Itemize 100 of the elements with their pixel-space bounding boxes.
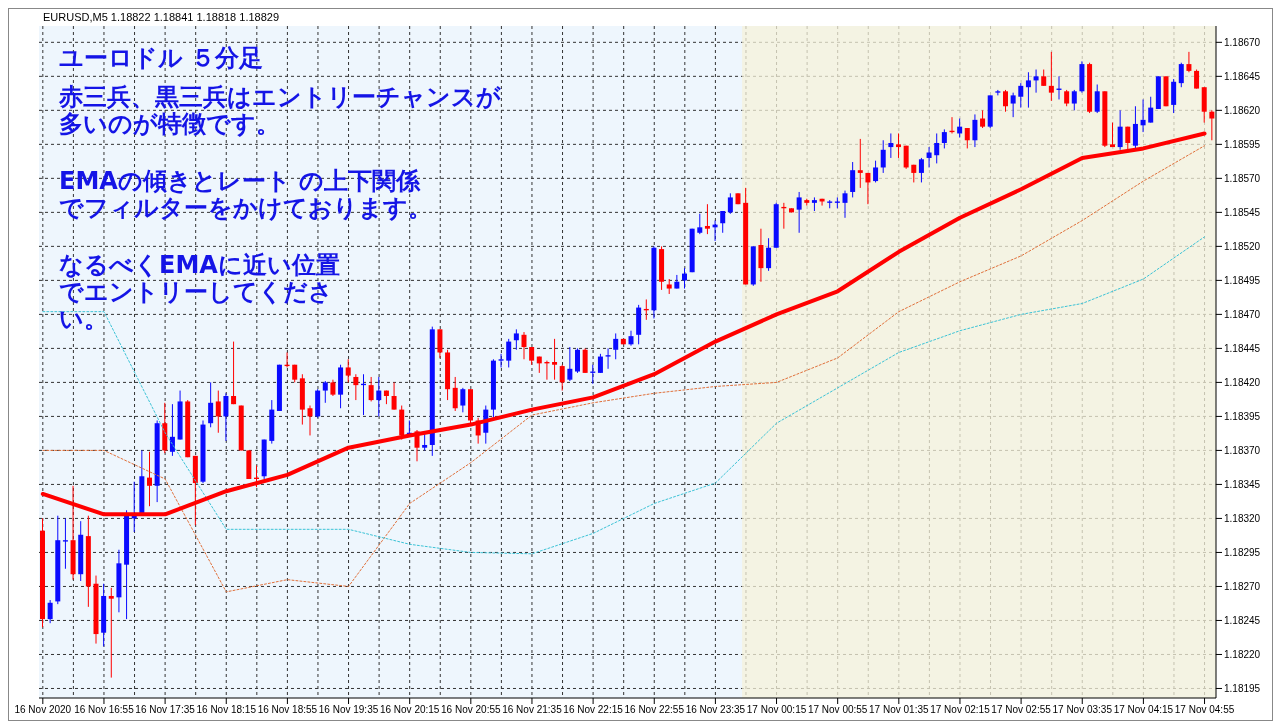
candlestick [1117,109,1123,151]
candlestick [1018,82,1024,109]
candlestick [1178,62,1184,88]
y-tick-label: 1.18495 [1224,274,1261,286]
candlestick [307,405,313,436]
candlestick [322,380,328,404]
candlestick [437,328,443,359]
y-tick-label: 1.18195 [1224,683,1261,695]
candlestick [796,191,802,234]
candlestick [697,213,703,235]
x-tick-label: 17 Nov 00:15 [746,704,807,716]
candlestick [873,160,879,183]
candlestick [1094,83,1100,114]
candlestick [1110,122,1115,148]
candlestick [704,203,710,235]
y-tick-label: 1.18345 [1224,478,1261,490]
candlestick [1171,78,1177,114]
x-tick-label: 17 Nov 03:35 [1052,704,1113,716]
x-tick-label: 16 Nov 23:35 [685,704,746,716]
candlestick [918,157,924,183]
annotation: EMAの傾きとレート の上下関係でフィルターをかけております。 [59,167,433,222]
x-tick-label: 17 Nov 01:35 [869,704,929,716]
y-tick-label: 1.18670 [1224,36,1261,48]
candlestick [208,381,214,428]
y-tick-label: 1.18620 [1224,104,1261,116]
candlestick [567,346,573,382]
y-tick-label: 1.18270 [1224,581,1261,592]
candlestick [720,210,726,234]
y-tick-label: 1.18520 [1224,240,1261,252]
candlestick [552,338,558,381]
candlestick [1048,51,1054,102]
candlestick [674,274,680,290]
candlestick [391,381,397,411]
x-tick-label: 16 Nov 19:35 [318,704,379,716]
y-tick-label: 1.18320 [1224,512,1261,524]
candlestick [376,376,382,417]
x-tick-label: 17 Nov 04:55 [1174,704,1235,716]
candlestick [1209,109,1215,141]
candlestick [521,331,527,360]
candlestick [345,358,351,383]
candlestick [582,347,588,374]
candlestick [896,132,901,159]
y-tick-label: 1.18220 [1224,649,1261,661]
y-tick-label: 1.18245 [1224,615,1261,627]
candlestick [628,330,634,347]
x-tick-label: 16 Nov 18:15 [196,704,257,716]
x-tick-label: 17 Nov 04:15 [1113,704,1174,716]
candlestick [1148,96,1154,124]
candlestick [972,113,978,148]
y-tick-label: 1.18645 [1224,70,1261,82]
candlestick [1003,89,1008,113]
candlestick [865,172,871,205]
candlestick [513,328,519,351]
candlestick [842,190,848,219]
candlestick [758,228,764,283]
candlestick [1033,69,1039,94]
candlestick [597,353,603,374]
candlestick [1010,92,1016,118]
candlestick [62,517,68,570]
x-tick-label: 17 Nov 02:55 [991,704,1052,716]
x-tick-label: 16 Nov 22:55 [624,704,685,716]
y-tick-label: 1.18545 [1224,206,1261,218]
x-tick-label: 16 Nov 17:35 [135,704,196,716]
x-tick-label: 16 Nov 2020 [14,704,72,716]
candlestick [880,139,886,174]
candlestick [605,347,611,370]
x-tick-label: 17 Nov 00:55 [807,704,868,716]
candlestick [613,332,619,360]
line-series [42,236,1206,555]
x-tick-label: 17 Nov 02:15 [930,704,991,716]
candlestick [452,376,458,412]
x-tick-label: 16 Nov 22:15 [563,704,624,716]
candlestick [231,341,237,405]
candlestick [888,132,894,159]
x-tick-label: 16 Nov 18:55 [257,704,318,716]
candlestick [934,132,940,164]
candlestick [1140,98,1146,133]
candlestick [368,376,374,402]
candlestick [1132,105,1138,151]
candlestick [857,138,863,189]
candlestick [727,192,733,215]
candlestick [1025,71,1031,109]
annotation: なるべくEMAに近い位置でエントリーしてください。 [59,251,341,333]
candlestick [1071,89,1077,111]
line-series [42,145,1206,593]
candlestick [559,364,565,392]
chart-title: EURUSD,M5 1.18822 1.18841 1.18818 1.18829 [43,11,280,23]
candlestick [850,161,856,198]
x-tick-label: 16 Nov 21:35 [502,704,563,716]
annotation: ユーロドル ５分足 [59,44,265,72]
candlestick [1194,69,1200,90]
candlestick [766,237,772,272]
annotation: 赤三兵、黒三兵はエントリーチャンスが多いのが特徴です。 [59,83,502,138]
candlestick [460,387,466,413]
candlestick [47,599,53,624]
candlestick [941,128,947,149]
x-tick-label: 16 Nov 20:15 [379,704,440,716]
y-tick-label: 1.18470 [1224,308,1261,320]
candlestick [147,451,152,507]
y-tick-label: 1.18595 [1224,138,1261,150]
